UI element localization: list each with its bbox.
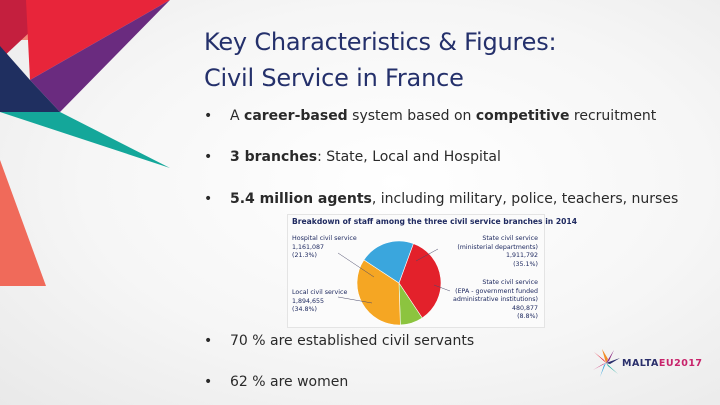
- logo-text: MALTAEU2017: [622, 358, 703, 369]
- label-state-epa: State civil service (EPA - government fu…: [453, 279, 538, 320]
- bullet-career-based: • A career-based system based on competit…: [204, 108, 657, 124]
- bullet-marker: •: [204, 333, 213, 349]
- logo-ray: [600, 363, 606, 377]
- slide-title-line2: Civil Service in France: [204, 64, 464, 92]
- bullet-women: • 62 % are women: [204, 374, 349, 390]
- label-local: Local civil service 1,894,655 (34.8%): [292, 289, 348, 313]
- bullet-marker: •: [204, 191, 213, 207]
- slide-title-line1: Key Characteristics & Figures:: [204, 28, 557, 56]
- logo-ray: [606, 350, 614, 363]
- logo-ray: [606, 363, 618, 374]
- logo-ray: [606, 358, 620, 364]
- deco-coral-shape: [0, 160, 46, 286]
- deco-purple-shape: [30, 0, 170, 112]
- bullet-agents: • 5.4 million agents, including military,…: [204, 191, 679, 207]
- deco-red-shape: [26, 0, 170, 80]
- logo-ray: [593, 363, 606, 370]
- leader-line-state-epa: [433, 284, 451, 292]
- deco-navy-shape: [0, 46, 60, 112]
- leader-line-hospital: [337, 252, 375, 278]
- logo-ray: [594, 352, 606, 363]
- bullet-established: • 70 % are established civil servants: [204, 333, 475, 349]
- malta-eu2017-logo: [593, 349, 620, 377]
- leader-line-state-ministerial: [415, 248, 439, 262]
- bullet-marker: •: [204, 149, 213, 165]
- slide-title: Key Characteristics & Figures: Civil Ser…: [204, 24, 557, 96]
- decorative-shapes: [0, 0, 170, 286]
- logo-ray: [602, 349, 608, 363]
- bullet-branches: • 3 branches: State, Local and Hospital: [204, 149, 501, 165]
- slice-hospital: [363, 240, 414, 284]
- slice-state-ministerial: [398, 243, 442, 319]
- leader-line-local: [337, 296, 373, 304]
- bullet-marker: •: [204, 108, 213, 124]
- label-state-ministerial: State civil service (ministerial departm…: [457, 235, 538, 268]
- staff-breakdown-chart: Breakdown of staff among the three civil…: [287, 214, 577, 328]
- chart-title: Breakdown of staff among the three civil…: [292, 217, 577, 226]
- deco-teal-shape: [0, 112, 170, 168]
- bullet-marker: •: [204, 374, 213, 390]
- pie-chart: [337, 240, 451, 326]
- label-hospital: Hospital civil service 1,161,087 (21.3%): [292, 235, 357, 259]
